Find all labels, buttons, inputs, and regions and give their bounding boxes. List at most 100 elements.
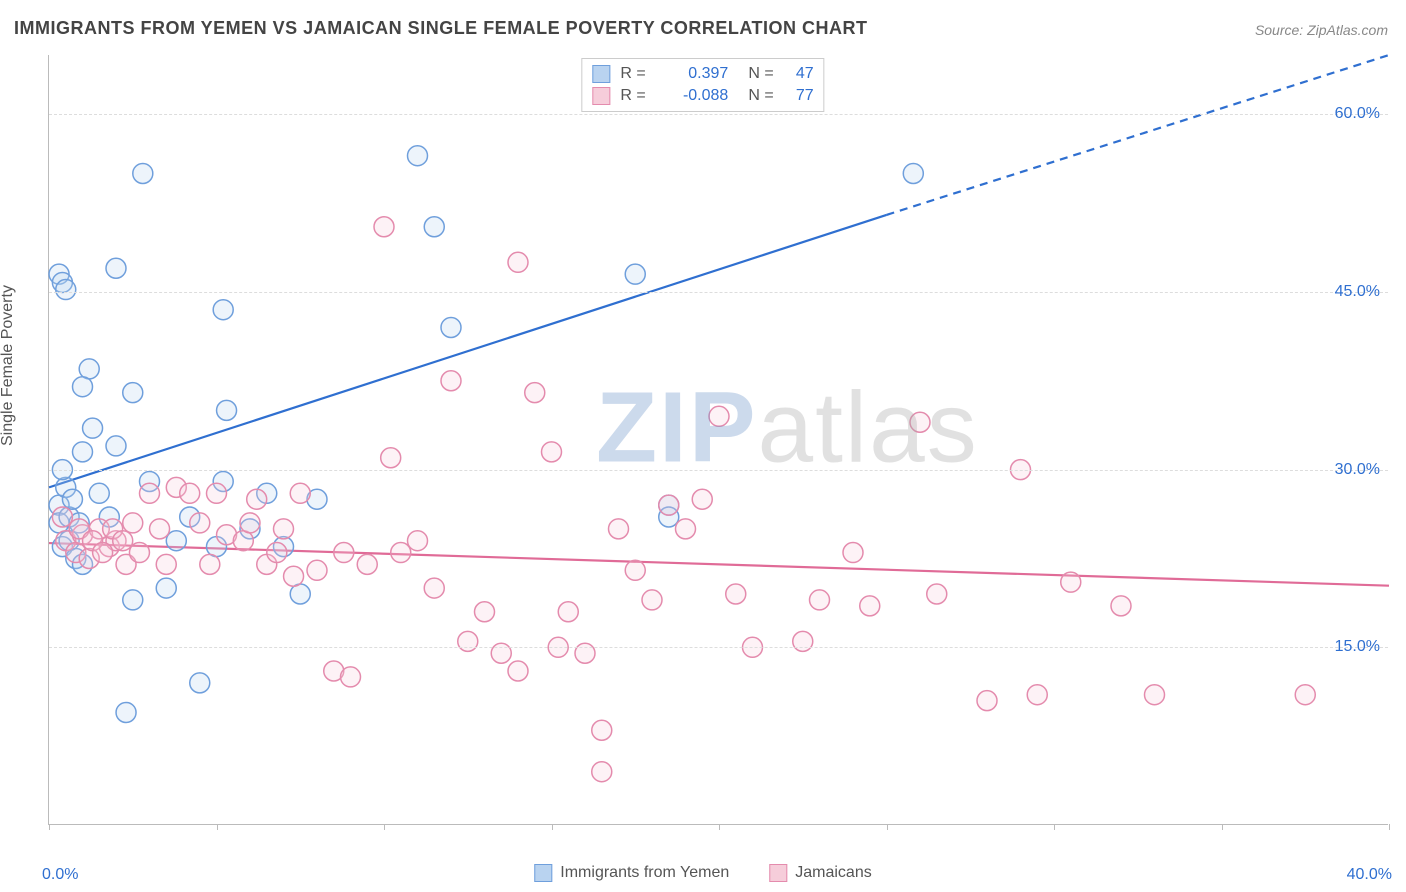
- data-point-yemen: [56, 280, 76, 300]
- data-point-jamaicans: [334, 543, 354, 563]
- data-point-jamaicans: [860, 596, 880, 616]
- data-point-yemen: [106, 436, 126, 456]
- legend-item-yemen: Immigrants from Yemen: [534, 864, 729, 882]
- data-point-jamaicans: [810, 590, 830, 610]
- legend-row-jamaicans: R = -0.088 N = 77: [592, 85, 813, 107]
- data-point-jamaicans: [290, 483, 310, 503]
- data-point-jamaicans: [307, 560, 327, 580]
- data-point-jamaicans: [233, 531, 253, 551]
- data-point-jamaicans: [525, 383, 545, 403]
- plot-area: 15.0%30.0%45.0%60.0%: [48, 55, 1388, 825]
- data-point-jamaicans: [592, 762, 612, 782]
- data-point-jamaicans: [408, 531, 428, 551]
- data-point-jamaicans: [374, 217, 394, 237]
- xtick: [552, 824, 553, 830]
- data-point-jamaicans: [207, 483, 227, 503]
- source-label: Source: ZipAtlas.com: [1255, 22, 1388, 38]
- data-point-jamaicans: [726, 584, 746, 604]
- data-point-yemen: [79, 359, 99, 379]
- data-point-yemen: [106, 258, 126, 278]
- data-point-jamaicans: [709, 406, 729, 426]
- data-point-jamaicans: [123, 513, 143, 533]
- gridline: [49, 292, 1388, 293]
- data-point-jamaicans: [1295, 685, 1315, 705]
- ytick-label: 60.0%: [1335, 105, 1380, 123]
- data-point-jamaicans: [508, 252, 528, 272]
- legend-row-yemen: R = 0.397 N = 47: [592, 63, 813, 85]
- gridline: [49, 647, 1388, 648]
- data-point-jamaicans: [341, 667, 361, 687]
- data-point-yemen: [156, 578, 176, 598]
- ytick-label: 45.0%: [1335, 283, 1380, 301]
- data-point-jamaicans: [424, 578, 444, 598]
- data-point-yemen: [123, 383, 143, 403]
- data-point-yemen: [123, 590, 143, 610]
- data-point-jamaicans: [190, 513, 210, 533]
- data-point-yemen: [903, 163, 923, 183]
- data-point-jamaicans: [150, 519, 170, 539]
- data-point-jamaicans: [267, 543, 287, 563]
- data-point-yemen: [290, 584, 310, 604]
- data-point-yemen: [190, 673, 210, 693]
- gridline: [49, 114, 1388, 115]
- chart-svg: [49, 55, 1388, 824]
- data-point-yemen: [89, 483, 109, 503]
- legend-series: Immigrants from Yemen Jamaicans: [534, 864, 871, 882]
- data-point-jamaicans: [93, 543, 113, 563]
- data-point-jamaicans: [357, 554, 377, 574]
- xtick: [49, 824, 50, 830]
- data-point-jamaicans: [156, 554, 176, 574]
- data-point-jamaicans: [247, 489, 267, 509]
- r-value-jamaicans: -0.088: [658, 87, 728, 105]
- data-point-jamaicans: [676, 519, 696, 539]
- data-point-jamaicans: [575, 643, 595, 663]
- data-point-yemen: [213, 300, 233, 320]
- data-point-yemen: [408, 146, 428, 166]
- xaxis-label-max: 40.0%: [1347, 866, 1392, 884]
- data-point-yemen: [116, 702, 136, 722]
- legend-item-jamaicans: Jamaicans: [769, 864, 871, 882]
- data-point-yemen: [62, 489, 82, 509]
- data-point-jamaicans: [180, 483, 200, 503]
- data-point-jamaicans: [1111, 596, 1131, 616]
- data-point-jamaicans: [609, 519, 629, 539]
- data-point-jamaicans: [1027, 685, 1047, 705]
- ytick-label: 30.0%: [1335, 461, 1380, 479]
- data-point-jamaicans: [659, 495, 679, 515]
- data-point-yemen: [73, 442, 93, 462]
- data-point-jamaicans: [592, 720, 612, 740]
- data-point-jamaicans: [508, 661, 528, 681]
- data-point-jamaicans: [52, 507, 72, 527]
- n-value-jamaicans: 77: [784, 87, 814, 105]
- trend-line-yemen: [49, 215, 887, 487]
- gridline: [49, 470, 1388, 471]
- legend-label-jamaicans: Jamaicans: [795, 864, 871, 882]
- data-point-jamaicans: [1145, 685, 1165, 705]
- data-point-yemen: [73, 377, 93, 397]
- data-point-jamaicans: [692, 489, 712, 509]
- trend-line-dashed-yemen: [887, 55, 1390, 215]
- data-point-jamaicans: [391, 543, 411, 563]
- chart-title: IMMIGRANTS FROM YEMEN VS JAMAICAN SINGLE…: [14, 18, 868, 39]
- data-point-jamaicans: [558, 602, 578, 622]
- data-point-jamaicans: [542, 442, 562, 462]
- swatch-jamaicans: [592, 87, 610, 105]
- data-point-yemen: [217, 400, 237, 420]
- data-point-jamaicans: [274, 519, 294, 539]
- data-point-jamaicans: [977, 691, 997, 711]
- xtick: [719, 824, 720, 830]
- data-point-yemen: [166, 531, 186, 551]
- data-point-yemen: [625, 264, 645, 284]
- data-point-jamaicans: [381, 448, 401, 468]
- xtick: [1389, 824, 1390, 830]
- data-point-jamaicans: [642, 590, 662, 610]
- data-point-jamaicans: [910, 412, 930, 432]
- data-point-jamaicans: [458, 631, 478, 651]
- n-label: N =: [748, 65, 773, 83]
- data-point-yemen: [83, 418, 103, 438]
- xtick: [1054, 824, 1055, 830]
- data-point-jamaicans: [113, 531, 133, 551]
- r-label: R =: [620, 65, 648, 83]
- yaxis-title: Single Female Poverty: [0, 285, 17, 446]
- data-point-jamaicans: [140, 483, 160, 503]
